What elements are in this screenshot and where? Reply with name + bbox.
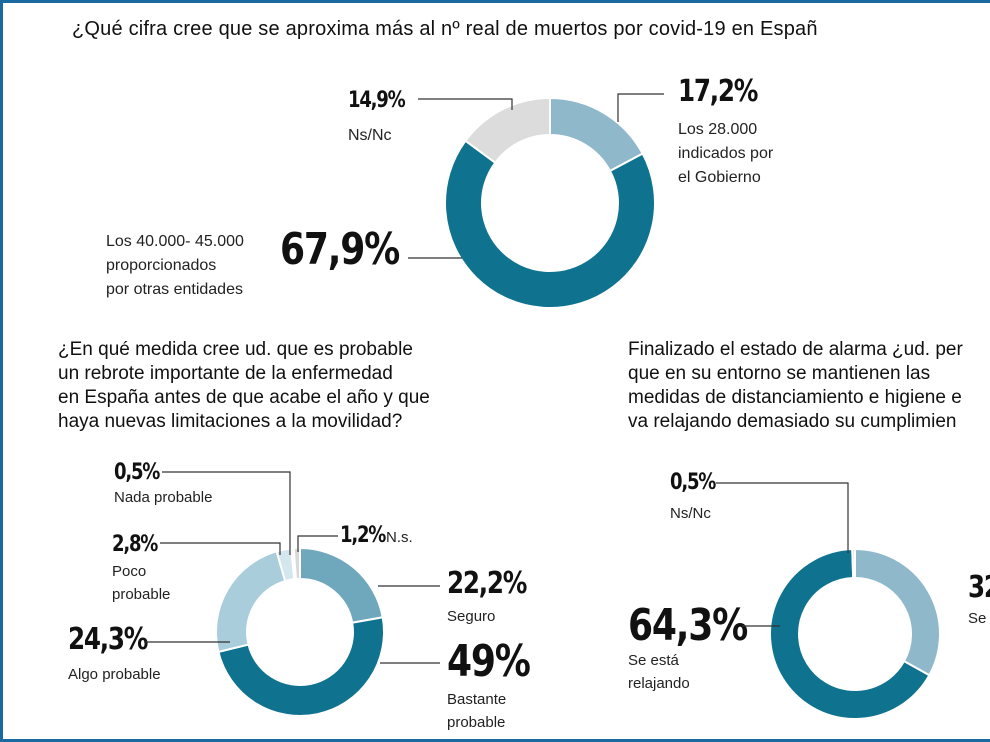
leader-chart1-gobierno (617, 93, 664, 122)
chart2-algo-label: Algo probable (68, 666, 161, 683)
chart2-bastante-pct: 49% (447, 636, 531, 687)
chart1-title: ¿Qué cifra cree que se aproxima más al n… (72, 18, 818, 40)
leader-chart1-nsnc (418, 98, 513, 110)
chart2-ns-label: N.s. (386, 529, 413, 546)
chart2-seguro-pct: 22,2% (447, 566, 527, 601)
chart2-ns-pct: 1,2% (340, 523, 386, 548)
chart1-donut (444, 96, 656, 309)
chart3-donut (769, 547, 941, 720)
chart3-question: Finalizado el estado de alarma ¿ud. per … (628, 339, 963, 432)
chart1-slice-entidades (444, 139, 656, 309)
leader-chart3-nsnc (716, 482, 849, 553)
chart3-slice-nsnc (851, 547, 856, 580)
chart3-slice-relajando (769, 548, 931, 720)
leader-chart2-poco (160, 542, 281, 555)
chart2-nada-pct: 0,5% (114, 460, 160, 485)
chart3-relajando-pct: 64,3% (628, 600, 748, 651)
chart2-question: ¿En qué medida cree ud. que es probable … (58, 339, 430, 432)
leader-chart2-nada (162, 471, 291, 555)
chart2-algo-pct: 24,3% (68, 622, 148, 657)
chart3-mantienen-pct: 32 (968, 570, 990, 605)
chart1-gobierno-label: Los 28.000 indicados por el Gobierno (678, 121, 774, 186)
chart3-relajando-label: Se está relajando (628, 652, 690, 692)
chart2-poco-pct: 2,8% (112, 532, 158, 557)
chart3-nsnc-label: Ns/Nc (670, 505, 711, 522)
chart2-seguro-label: Seguro (447, 608, 496, 625)
chart2-slice-bastante (217, 616, 385, 717)
leader-chart2-ns (297, 535, 338, 552)
chart1-entidades-pct: 67,9% (280, 224, 400, 275)
chart1-entidades-label: Los 40.000- 45.000 proporcionados por ot… (106, 233, 244, 298)
chart1-gobierno-pct: 17,2% (678, 74, 758, 109)
chart3-nsnc-pct: 0,5% (670, 470, 716, 495)
chart2-poco-label: Poco probable (112, 563, 171, 603)
chart1-nsnc-pct: 14,9% (348, 88, 406, 113)
chart2-nada-label: Nada probable (114, 489, 213, 506)
chart3-mantienen-label: Se (968, 610, 987, 627)
chart2-slice-ns (292, 546, 301, 581)
chart2-donut (215, 546, 385, 717)
chart2-bastante-label: Bastante probable (447, 691, 507, 731)
chart1-nsnc-label: Ns/Nc (348, 127, 392, 144)
chart1-slice-nsnc (464, 96, 551, 165)
